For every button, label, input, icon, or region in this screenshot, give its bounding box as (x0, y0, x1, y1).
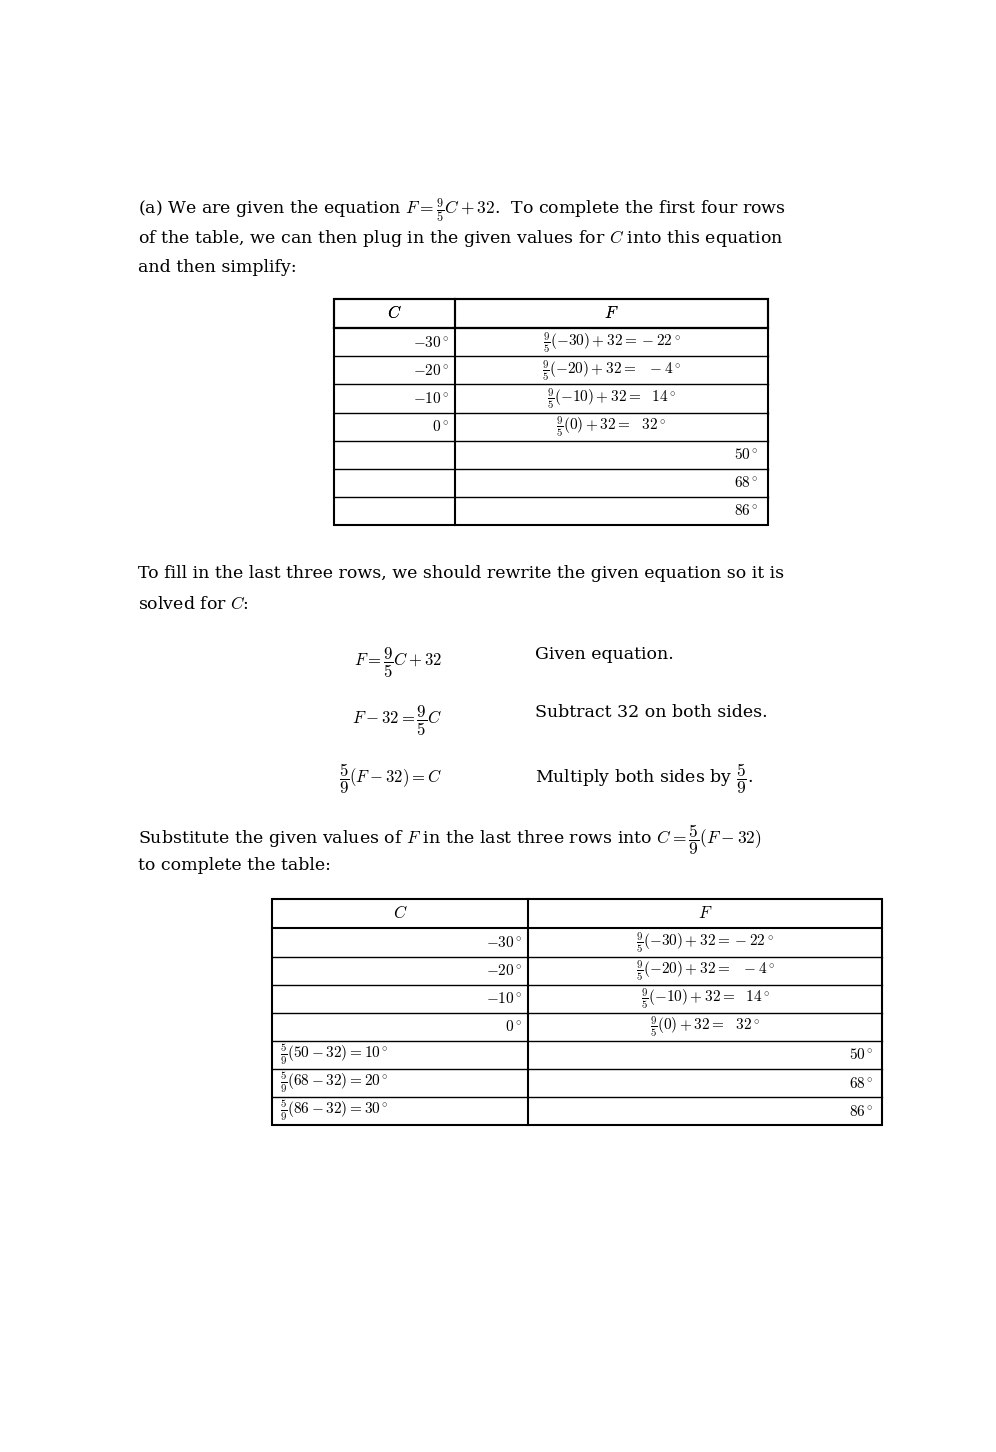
Text: and then simplify:: and then simplify: (138, 258, 297, 276)
Text: $\frac{5}{9}(50-32)=10^\circ$: $\frac{5}{9}(50-32)=10^\circ$ (280, 1043, 388, 1067)
Text: $0^\circ$: $0^\circ$ (505, 1019, 522, 1034)
Text: to complete the table:: to complete the table: (138, 857, 332, 874)
Text: $-20^\circ$: $-20^\circ$ (486, 963, 522, 979)
Text: $F - 32 = \dfrac{9}{5}C$: $F - 32 = \dfrac{9}{5}C$ (353, 704, 442, 738)
Text: $-10^\circ$: $-10^\circ$ (412, 391, 449, 407)
Text: $\frac{9}{5}(-10)+32=\ \ 14^\circ$: $\frac{9}{5}(-10)+32=\ \ 14^\circ$ (640, 986, 770, 1011)
Text: $-30^\circ$: $-30^\circ$ (412, 335, 449, 350)
Text: $50^\circ$: $50^\circ$ (734, 447, 758, 462)
Text: $68^\circ$: $68^\circ$ (734, 475, 758, 491)
Bar (334, 299, 768, 526)
Text: $-20^\circ$: $-20^\circ$ (412, 363, 449, 378)
Text: $C$: $C$ (387, 305, 401, 322)
Text: $\frac{9}{5}(0)+32=\ \ 32^\circ$: $\frac{9}{5}(0)+32=\ \ 32^\circ$ (557, 414, 666, 439)
Text: $C$: $C$ (392, 906, 407, 922)
Text: solved for $C$:: solved for $C$: (138, 595, 249, 613)
Text: Multiply both sides by $\dfrac{5}{9}$.: Multiply both sides by $\dfrac{5}{9}$. (535, 761, 753, 796)
Text: $\dfrac{5}{9}(F - 32) = C$: $\dfrac{5}{9}(F - 32) = C$ (340, 761, 442, 796)
Text: (a) We are given the equation $F = \frac{9}{5}C + 32$.  To complete the first fo: (a) We are given the equation $F = \frac… (138, 197, 787, 225)
Text: $50^\circ$: $50^\circ$ (849, 1047, 873, 1063)
Text: $0^\circ$: $0^\circ$ (432, 420, 449, 434)
Bar (334, 299, 768, 328)
Text: $\frac{9}{5}(-30)+32=-22^\circ$: $\frac{9}{5}(-30)+32=-22^\circ$ (636, 931, 774, 955)
Text: $F$: $F$ (605, 305, 619, 322)
Text: $\frac{5}{9}(68-32)=20^\circ$: $\frac{5}{9}(68-32)=20^\circ$ (280, 1072, 388, 1095)
Text: $\frac{9}{5}(-20)+32=\ \ -4^\circ$: $\frac{9}{5}(-20)+32=\ \ -4^\circ$ (635, 958, 775, 983)
Text: To fill in the last three rows, we should rewrite the given equation so it is: To fill in the last three rows, we shoul… (138, 565, 785, 582)
Text: $\frac{9}{5}(0)+32=\ \ 32^\circ$: $\frac{9}{5}(0)+32=\ \ 32^\circ$ (650, 1015, 760, 1040)
Text: $-10^\circ$: $-10^\circ$ (486, 992, 522, 1006)
Text: $86^\circ$: $86^\circ$ (734, 504, 758, 518)
Text: $86^\circ$: $86^\circ$ (849, 1104, 873, 1118)
Text: $68^\circ$: $68^\circ$ (849, 1076, 873, 1090)
Text: $\frac{9}{5}(-10)+32=\ \ 14^\circ$: $\frac{9}{5}(-10)+32=\ \ 14^\circ$ (547, 386, 676, 411)
Text: $-30^\circ$: $-30^\circ$ (486, 935, 522, 950)
Text: $\frac{9}{5}(-20)+32=\ \ -4^\circ$: $\frac{9}{5}(-20)+32=\ \ -4^\circ$ (542, 359, 681, 383)
Text: $\frac{9}{5}(-30)+32=-22^\circ$: $\frac{9}{5}(-30)+32=-22^\circ$ (543, 330, 680, 354)
Text: Given equation.: Given equation. (535, 646, 674, 664)
Text: Subtract 32 on both sides.: Subtract 32 on both sides. (535, 704, 768, 720)
Text: $F = \dfrac{9}{5}C + 32$: $F = \dfrac{9}{5}C + 32$ (354, 646, 442, 680)
Bar (272, 899, 882, 1125)
Text: $\frac{5}{9}(86-32)=30^\circ$: $\frac{5}{9}(86-32)=30^\circ$ (280, 1099, 388, 1124)
Text: $F$: $F$ (698, 906, 712, 922)
Text: $C$: $C$ (387, 305, 401, 322)
Text: Substitute the given values of $F$ in the last three rows into $C = \dfrac{5}{9}: Substitute the given values of $F$ in th… (138, 823, 762, 857)
Text: of the table, we can then plug in the given values for $C$ into this equation: of the table, we can then plug in the gi… (138, 228, 784, 250)
Text: $F$: $F$ (605, 305, 619, 322)
